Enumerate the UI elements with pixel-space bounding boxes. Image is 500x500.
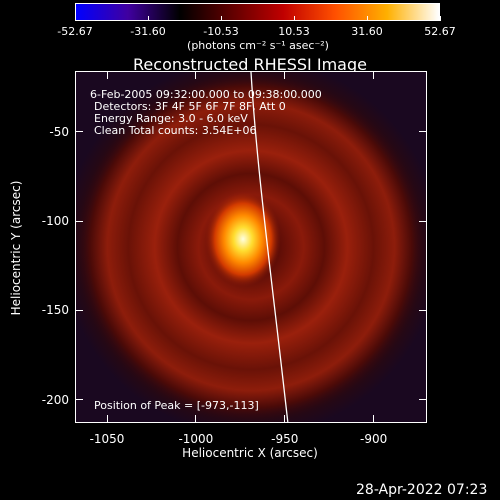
colorbar-tick-label: 31.60 [351, 25, 383, 38]
colorbar-tick [74, 16, 76, 21]
colorbar-units-label: (photons cm⁻² s⁻¹ asec⁻²) [187, 39, 329, 52]
x-tick [373, 415, 375, 423]
y-tick-label: -150 [41, 303, 69, 318]
colorbar-tick [220, 16, 222, 21]
y-tick [75, 309, 83, 311]
timestamp: 28-Apr-2022 07:23 [356, 482, 488, 498]
x-tick [373, 71, 375, 79]
x-tick-label: -1000 [178, 432, 214, 446]
y-axis-label: Heliocentric Y (arcsec) [9, 180, 23, 316]
colorbar-tick-label: 52.67 [424, 25, 456, 38]
detectors-annotation: Detectors: 3F 4F 5F 6F 7F 8F, Att 0 [94, 100, 286, 113]
colorbar-tick [366, 16, 368, 21]
y-tick [75, 131, 83, 133]
colorbar-tick-label: -31.60 [130, 25, 166, 38]
y-tick [75, 220, 83, 222]
image-plot: 6-Feb-2005 09:32:00.000 to 09:38:00.000 … [75, 71, 427, 423]
colorbar-tick [293, 16, 295, 21]
y-tick [419, 220, 427, 222]
plot-title: Reconstructed RHESSI Image [133, 55, 367, 74]
y-tick-label: -50 [49, 124, 69, 139]
x-tick-label: -900 [360, 432, 388, 446]
y-tick-label: -200 [41, 392, 69, 407]
energy-range-annotation: Energy Range: 3.0 - 6.0 keV [94, 112, 248, 125]
x-tick [195, 415, 197, 423]
colorbar-tick [147, 16, 149, 21]
x-tick-label: -950 [271, 432, 299, 446]
y-tick [419, 131, 427, 133]
y-tick [419, 309, 427, 311]
x-tick [284, 71, 286, 79]
time-range-annotation: 6-Feb-2005 09:32:00.000 to 09:38:00.000 [90, 88, 322, 101]
clean-counts-annotation: Clean Total counts: 3.54E+06 [94, 124, 257, 137]
x-tick [195, 71, 197, 79]
colorbar-tick-label: -52.67 [57, 25, 93, 38]
colorbar-tick-label: 10.53 [278, 25, 310, 38]
colorbar-tick [439, 16, 441, 21]
rhessi-image [76, 72, 426, 422]
x-tick-label: -1050 [89, 432, 125, 446]
colorbar [75, 3, 440, 21]
x-tick [284, 415, 286, 423]
x-tick [106, 71, 108, 79]
y-tick-label: -100 [41, 214, 69, 229]
colorbar-tick-label: -10.53 [203, 25, 239, 38]
y-tick [419, 399, 427, 401]
x-tick [106, 415, 108, 423]
x-axis-label: Heliocentric X (arcsec) [182, 446, 318, 460]
y-tick [75, 399, 83, 401]
peak-position-annotation: Position of Peak = [-973,-113] [94, 399, 259, 412]
